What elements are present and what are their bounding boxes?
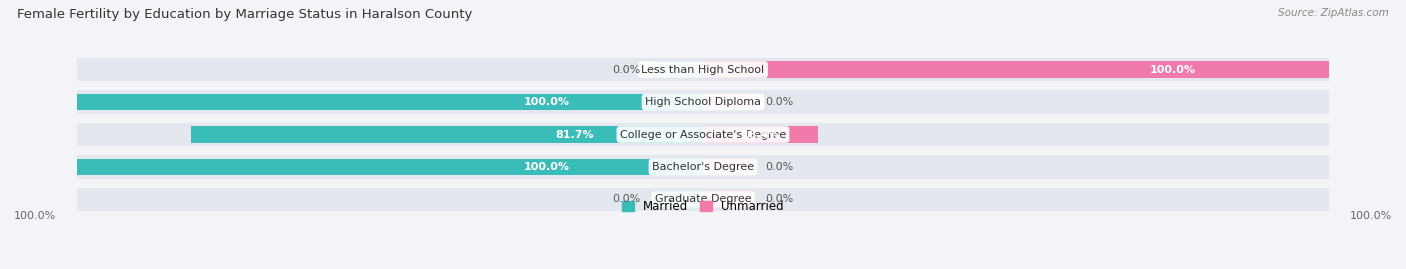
Text: High School Diploma: High School Diploma	[645, 97, 761, 107]
Bar	[77, 158, 703, 175]
Bar	[703, 61, 1329, 78]
Bar	[652, 191, 703, 208]
Text: Graduate Degree: Graduate Degree	[655, 194, 751, 204]
Text: Bachelor's Degree: Bachelor's Degree	[652, 162, 754, 172]
Text: 100.0%: 100.0%	[14, 211, 56, 221]
Text: College or Associate's Degree: College or Associate's Degree	[620, 129, 786, 140]
Text: 100.0%: 100.0%	[523, 97, 569, 107]
Text: 81.7%: 81.7%	[555, 129, 595, 140]
Bar	[652, 61, 703, 78]
Text: 0.0%: 0.0%	[612, 65, 640, 75]
Bar	[703, 158, 754, 175]
Text: 0.0%: 0.0%	[766, 194, 794, 204]
Text: Source: ZipAtlas.com: Source: ZipAtlas.com	[1278, 8, 1389, 18]
Bar	[77, 58, 1329, 81]
Bar	[77, 94, 703, 111]
Text: 0.0%: 0.0%	[766, 162, 794, 172]
Text: Less than High School: Less than High School	[641, 65, 765, 75]
Bar	[703, 94, 754, 111]
Bar	[77, 188, 1329, 211]
Bar	[703, 191, 754, 208]
Text: 0.0%: 0.0%	[766, 97, 794, 107]
Bar	[77, 155, 1329, 179]
Text: 18.4%: 18.4%	[741, 129, 780, 140]
Text: 100.0%: 100.0%	[1350, 211, 1392, 221]
Bar	[703, 126, 818, 143]
Bar	[191, 126, 703, 143]
Bar	[77, 123, 1329, 146]
Text: Female Fertility by Education by Marriage Status in Haralson County: Female Fertility by Education by Marriag…	[17, 8, 472, 21]
Text: 100.0%: 100.0%	[1150, 65, 1195, 75]
Legend: Married, Unmarried: Married, Unmarried	[617, 196, 789, 218]
Text: 0.0%: 0.0%	[612, 194, 640, 204]
Text: 100.0%: 100.0%	[523, 162, 569, 172]
Bar	[77, 90, 1329, 114]
